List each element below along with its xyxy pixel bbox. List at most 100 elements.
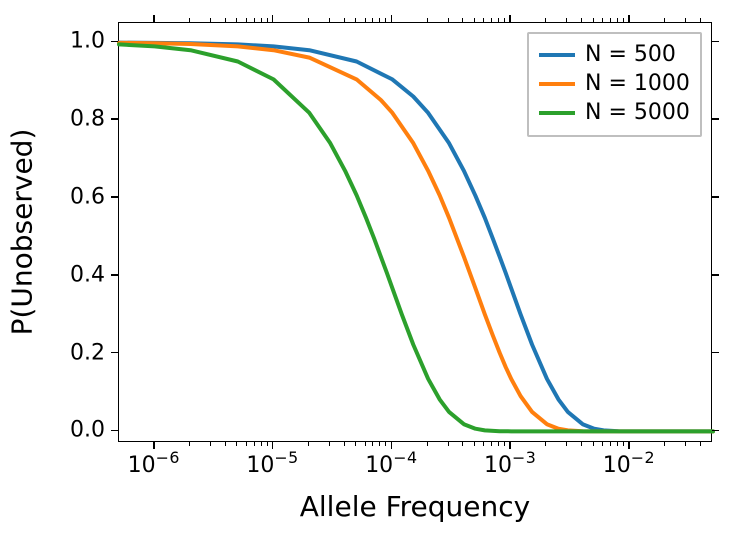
x-minor-tick-mark xyxy=(581,442,582,446)
x-minor-tick-mark xyxy=(504,18,505,22)
x-minor-tick-mark xyxy=(189,18,190,22)
x-minor-tick-mark xyxy=(700,18,701,22)
y-tick-mark xyxy=(712,352,719,354)
x-minor-tick-mark xyxy=(545,442,546,446)
x-minor-tick-mark xyxy=(210,18,211,22)
x-minor-tick-mark xyxy=(246,442,247,446)
legend: N = 500 N = 1000 N = 5000 xyxy=(527,32,702,137)
x-tick-mark xyxy=(509,442,511,449)
x-minor-tick-mark xyxy=(385,442,386,446)
y-tick-label: 0.8 xyxy=(70,107,105,132)
legend-item: N = 5000 xyxy=(539,100,690,125)
legend-item: N = 1000 xyxy=(539,71,690,96)
x-tick-label: 10−5 xyxy=(246,453,298,478)
chart-container: 0.00.20.40.60.81.0 10−610−510−410−310−2 … xyxy=(0,0,742,540)
x-tick-label: 10−3 xyxy=(484,453,536,478)
x-minor-tick-mark xyxy=(448,18,449,22)
x-minor-tick-mark xyxy=(483,442,484,446)
x-tick-mark xyxy=(153,15,155,22)
x-minor-tick-mark xyxy=(491,442,492,446)
y-tick-label: 0.4 xyxy=(70,262,105,287)
x-minor-tick-mark xyxy=(308,442,309,446)
x-minor-tick-mark xyxy=(372,442,373,446)
x-tick-mark xyxy=(272,15,274,22)
x-minor-tick-mark xyxy=(225,18,226,22)
y-axis-label: P(Unobserved) xyxy=(6,129,39,336)
x-minor-tick-mark xyxy=(267,18,268,22)
x-minor-tick-mark xyxy=(355,18,356,22)
y-tick-mark xyxy=(111,430,118,432)
legend-label: N = 5000 xyxy=(585,100,690,125)
x-minor-tick-mark xyxy=(379,442,380,446)
x-minor-tick-mark xyxy=(593,18,594,22)
x-minor-tick-mark xyxy=(365,442,366,446)
x-minor-tick-mark xyxy=(545,18,546,22)
x-minor-tick-mark xyxy=(623,442,624,446)
x-minor-tick-mark xyxy=(610,18,611,22)
x-tick-mark xyxy=(272,442,274,449)
x-minor-tick-mark xyxy=(267,442,268,446)
x-tick-mark xyxy=(391,442,393,449)
x-minor-tick-mark xyxy=(462,442,463,446)
x-minor-tick-mark xyxy=(566,442,567,446)
x-minor-tick-mark xyxy=(664,18,665,22)
y-tick-mark xyxy=(111,274,118,276)
x-minor-tick-mark xyxy=(610,442,611,446)
x-tick-label: 10−2 xyxy=(603,453,655,478)
y-tick-mark xyxy=(712,118,719,120)
x-minor-tick-mark xyxy=(602,442,603,446)
legend-swatch xyxy=(539,82,575,86)
x-minor-tick-mark xyxy=(236,18,237,22)
y-tick-mark xyxy=(712,196,719,198)
x-minor-tick-mark xyxy=(504,442,505,446)
y-tick-mark xyxy=(712,430,719,432)
x-minor-tick-mark xyxy=(385,18,386,22)
x-minor-tick-mark xyxy=(617,442,618,446)
y-tick-label: 0.2 xyxy=(70,340,105,365)
x-minor-tick-mark xyxy=(462,18,463,22)
x-minor-tick-mark xyxy=(427,442,428,446)
x-minor-tick-mark xyxy=(581,18,582,22)
x-tick-mark xyxy=(628,15,630,22)
x-minor-tick-mark xyxy=(329,442,330,446)
x-minor-tick-mark xyxy=(329,18,330,22)
y-tick-mark xyxy=(111,41,118,43)
x-minor-tick-mark xyxy=(593,442,594,446)
x-minor-tick-mark xyxy=(623,18,624,22)
y-tick-mark xyxy=(111,196,118,198)
x-tick-mark xyxy=(628,442,630,449)
x-tick-label: 10−6 xyxy=(128,453,180,478)
x-minor-tick-mark xyxy=(664,442,665,446)
x-minor-tick-mark xyxy=(308,18,309,22)
x-tick-mark xyxy=(153,442,155,449)
x-minor-tick-mark xyxy=(448,442,449,446)
legend-item: N = 500 xyxy=(539,42,690,67)
x-minor-tick-mark xyxy=(254,442,255,446)
legend-swatch xyxy=(539,53,575,57)
x-minor-tick-mark xyxy=(189,442,190,446)
x-minor-tick-mark xyxy=(427,18,428,22)
x-minor-tick-mark xyxy=(483,18,484,22)
x-minor-tick-mark xyxy=(566,18,567,22)
x-minor-tick-mark xyxy=(355,442,356,446)
y-tick-label: 0.6 xyxy=(70,185,105,210)
x-axis-label: Allele Frequency xyxy=(300,490,531,523)
y-tick-mark xyxy=(111,118,118,120)
x-minor-tick-mark xyxy=(344,442,345,446)
y-tick-mark xyxy=(712,274,719,276)
x-minor-tick-mark xyxy=(602,18,603,22)
y-tick-mark xyxy=(111,352,118,354)
legend-label: N = 1000 xyxy=(585,71,690,96)
x-tick-label: 10−4 xyxy=(365,453,417,478)
x-minor-tick-mark xyxy=(498,442,499,446)
y-tick-label: 1.0 xyxy=(70,29,105,54)
x-minor-tick-mark xyxy=(379,18,380,22)
x-minor-tick-mark xyxy=(246,18,247,22)
x-minor-tick-mark xyxy=(236,442,237,446)
x-tick-mark xyxy=(509,15,511,22)
x-minor-tick-mark xyxy=(491,18,492,22)
x-minor-tick-mark xyxy=(372,18,373,22)
x-minor-tick-mark xyxy=(344,18,345,22)
x-minor-tick-mark xyxy=(261,18,262,22)
x-minor-tick-mark xyxy=(700,442,701,446)
